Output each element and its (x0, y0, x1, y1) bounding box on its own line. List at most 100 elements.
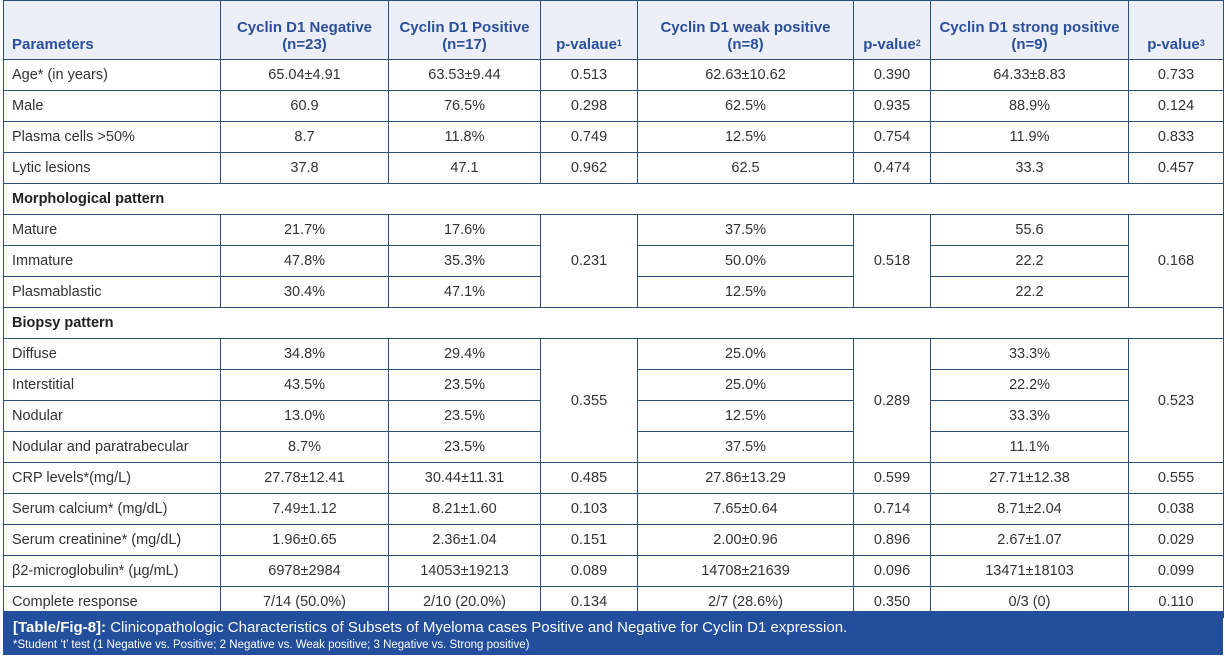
caption-footnote: *Student ‘t’ test (1 Negative vs. Positi… (13, 639, 530, 651)
header-positive-n: (n=17) (442, 36, 487, 53)
cell-pos: 47.1% (388, 276, 541, 308)
cell-strong: 22.2 (930, 245, 1129, 277)
header-p3-label: p-value (1147, 36, 1200, 53)
header-p2: p-value2 (853, 0, 931, 60)
table-row: β2-microglobulin* (µg/mL) 6978±2984 1405… (3, 555, 1224, 587)
cell-pos: 76.5% (388, 90, 541, 122)
caption-text: Clinicopathologic Characteristics of Sub… (106, 619, 848, 636)
header-p1: p-valaue1 (540, 0, 638, 60)
cell-weak: 2.00±0.96 (637, 524, 854, 556)
header-p3: p-value3 (1128, 0, 1224, 60)
cell-param: Plasmablastic (3, 276, 221, 308)
cell-weak: 62.5 (637, 152, 854, 184)
table-row: Nodular and paratrabecular 8.7% 23.5% 37… (3, 431, 1224, 463)
cell-param: Lytic lesions (3, 152, 221, 184)
cell-param: Mature (3, 214, 221, 246)
table-row: Lytic lesions 37.8 47.1 0.962 62.5 0.474… (3, 152, 1224, 184)
cell-weak: 12.5% (637, 276, 854, 308)
header-strong-n: (n=9) (1011, 36, 1048, 53)
header-p1-sup: 1 (616, 38, 622, 48)
table-row: Immature 47.8% 35.3% 50.0% 22.2 (3, 245, 1224, 277)
cell-param: Age* (in years) (3, 59, 221, 91)
cell-weak: 37.5% (637, 431, 854, 463)
table-row: Diffuse 34.8% 29.4% 0.355 25.0% 0.289 33… (3, 338, 1224, 463)
cell-p2-merged: 0.518 (853, 214, 931, 308)
cell-pos: 14053±19213 (388, 555, 541, 587)
cell-neg: 34.8% (220, 338, 389, 370)
cell-weak: 50.0% (637, 245, 854, 277)
section-row-biopsy: Biopsy pattern (3, 307, 1224, 339)
table-container: Parameters Cyclin D1 Negative (n=23) Cycl… (3, 0, 1224, 618)
cell-p2: 0.390 (853, 59, 931, 91)
table-row: Serum creatinine* (mg/dL) 1.96±0.65 2.36… (3, 524, 1224, 556)
cell-pos: 23.5% (388, 369, 541, 401)
header-strong: Cyclin D1 strong positive (n=9) (930, 0, 1129, 60)
header-negative-label: Cyclin D1 Negative (236, 19, 373, 36)
cell-p2: 0.474 (853, 152, 931, 184)
cell-weak: 25.0% (637, 338, 854, 370)
cell-neg: 47.8% (220, 245, 389, 277)
cell-p3-merged: 0.523 (1128, 338, 1224, 463)
cell-weak: 12.5% (637, 400, 854, 432)
header-p2-label: p-value (863, 36, 916, 53)
header-weak-n: (n=8) (727, 36, 764, 53)
cell-pos: 2.36±1.04 (388, 524, 541, 556)
cell-param: Diffuse (3, 338, 221, 370)
cell-strong: 55.6 (930, 214, 1129, 246)
header-p3-sup: 3 (1199, 38, 1205, 48)
cell-neg: 37.8 (220, 152, 389, 184)
cell-strong: 8.71±2.04 (930, 493, 1129, 525)
cell-neg: 43.5% (220, 369, 389, 401)
cell-param: CRP levels*(mg/L) (3, 462, 221, 494)
cell-p3: 0.124 (1128, 90, 1224, 122)
cell-neg: 21.7% (220, 214, 389, 246)
cell-neg: 1.96±0.65 (220, 524, 389, 556)
cell-p2: 0.714 (853, 493, 931, 525)
cell-param: β2-microglobulin* (µg/mL) (3, 555, 221, 587)
cell-pos: 63.53±9.44 (388, 59, 541, 91)
cell-p3-merged: 0.168 (1128, 214, 1224, 308)
cell-neg: 30.4% (220, 276, 389, 308)
section-title: Biopsy pattern (3, 307, 1224, 339)
cell-strong: 33.3 (930, 152, 1129, 184)
cell-strong: 33.3% (930, 338, 1129, 370)
cell-param: Serum calcium* (mg/dL) (3, 493, 221, 525)
table-caption: [Table/Fig-8]: Clinicopathologic Charact… (3, 611, 1223, 655)
header-negative: Cyclin D1 Negative (n=23) (220, 0, 389, 60)
cell-weak: 62.63±10.62 (637, 59, 854, 91)
cell-pos: 17.6% (388, 214, 541, 246)
cell-strong: 33.3% (930, 400, 1129, 432)
cell-strong: 11.9% (930, 121, 1129, 153)
cell-strong: 88.9% (930, 90, 1129, 122)
cell-p1: 0.151 (540, 524, 638, 556)
cell-param: Nodular and paratrabecular (3, 431, 221, 463)
section-row-morphological: Morphological pattern (3, 183, 1224, 215)
cell-param: Interstitial (3, 369, 221, 401)
header-parameters: Parameters (3, 0, 221, 60)
table-row: Nodular 13.0% 23.5% 12.5% 33.3% (3, 400, 1224, 432)
cell-p1: 0.485 (540, 462, 638, 494)
cell-p1-merged: 0.231 (540, 214, 638, 308)
cell-p2: 0.096 (853, 555, 931, 587)
header-p2-sup: 2 (915, 38, 921, 48)
cell-neg: 7.49±1.12 (220, 493, 389, 525)
table-row: Serum calcium* (mg/dL) 7.49±1.12 8.21±1.… (3, 493, 1224, 525)
cell-pos: 29.4% (388, 338, 541, 370)
cell-pos: 47.1 (388, 152, 541, 184)
cell-neg: 27.78±12.41 (220, 462, 389, 494)
cell-p2: 0.754 (853, 121, 931, 153)
cell-neg: 13.0% (220, 400, 389, 432)
cell-strong: 27.71±12.38 (930, 462, 1129, 494)
cell-p1: 0.298 (540, 90, 638, 122)
data-table: Parameters Cyclin D1 Negative (n=23) Cycl… (3, 0, 1224, 618)
table-row: Male 60.9 76.5% 0.298 62.5% 0.935 88.9% … (3, 90, 1224, 122)
cell-neg: 8.7 (220, 121, 389, 153)
cell-param: Male (3, 90, 221, 122)
cell-strong: 64.33±8.83 (930, 59, 1129, 91)
table-row: Plasma cells >50% 8.7 11.8% 0.749 12.5% … (3, 121, 1224, 153)
cell-strong: 22.2% (930, 369, 1129, 401)
cell-weak: 37.5% (637, 214, 854, 246)
header-weak: Cyclin D1 weak positive (n=8) (637, 0, 854, 60)
cell-p3: 0.099 (1128, 555, 1224, 587)
cell-p3: 0.833 (1128, 121, 1224, 153)
